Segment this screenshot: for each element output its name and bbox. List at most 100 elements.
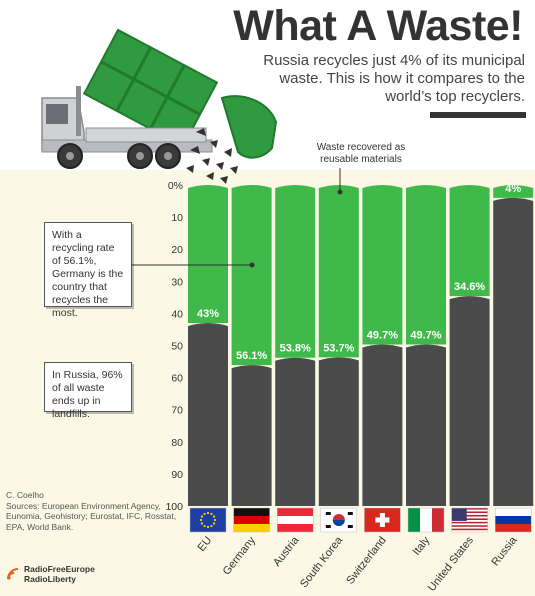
flag-star <box>206 511 210 515</box>
flag-border <box>494 507 532 533</box>
landfill-bar <box>318 357 359 506</box>
landfill-bar <box>449 296 490 506</box>
flag-star <box>203 512 206 516</box>
switzerland-flag-icon <box>364 507 401 533</box>
radio-waves-icon <box>7 568 19 580</box>
flag-part <box>451 518 488 520</box>
page-title: What A Waste! <box>233 2 523 50</box>
flag-star <box>212 515 216 518</box>
y-tick-label: 60 <box>171 373 183 385</box>
flag-part <box>495 508 532 516</box>
leader-dot <box>337 189 343 195</box>
page-subtitle: Russia recycles just 4% of its municipal… <box>263 52 525 105</box>
value-label: 56.1% <box>236 350 267 362</box>
flag-star <box>206 525 210 529</box>
flag-part <box>451 513 488 515</box>
flag-part <box>233 524 270 532</box>
y-tick-label: 0% <box>168 180 183 192</box>
flag-part <box>277 508 314 516</box>
landfill-bar <box>188 323 228 506</box>
y-tick-label: 80 <box>171 437 183 449</box>
recovered-annotation: Waste recovered as reusable materials <box>316 142 406 165</box>
value-label: 53.7% <box>323 342 354 354</box>
flag-part <box>233 508 270 516</box>
category-label: EU <box>195 534 214 553</box>
flag-border <box>451 507 488 533</box>
value-label: 49.7% <box>367 330 398 342</box>
flag-part <box>451 523 488 526</box>
flag-part <box>325 512 331 515</box>
credit-author: C. Coelho <box>6 490 44 500</box>
garbage-truck-icon <box>41 28 278 184</box>
flag-part <box>332 520 345 526</box>
landfill-bar <box>406 344 446 506</box>
value-label: 53.8% <box>280 343 311 355</box>
recycled-bar <box>188 185 228 324</box>
flag-part <box>451 514 488 517</box>
y-tick-label: 30 <box>171 276 183 288</box>
flag-star <box>203 524 206 528</box>
flag-part <box>451 508 467 521</box>
landfill-bar <box>362 344 403 506</box>
flag-part <box>451 528 488 531</box>
logo-line-2: RadioLiberty <box>24 574 76 584</box>
flag-star <box>210 512 213 516</box>
y-tick-label: 20 <box>171 244 183 256</box>
usa-flag-icon <box>451 507 488 533</box>
south-korea-flag-icon <box>320 507 358 533</box>
flag-part <box>495 516 532 524</box>
germany-flag-icon <box>233 507 270 533</box>
russia-flag-icon <box>494 507 532 533</box>
category-label: Germany <box>221 534 259 577</box>
flag-part <box>347 512 353 515</box>
flag-part <box>190 508 226 532</box>
austria-flag-icon <box>276 507 314 533</box>
flag-part <box>495 524 532 532</box>
rferl-logo: RadioFreeEurope RadioLiberty <box>6 564 95 584</box>
flag-star <box>200 515 204 518</box>
value-label: 43% <box>197 308 219 320</box>
eu-flag-icon <box>189 507 227 533</box>
category-label: Russia <box>489 534 520 569</box>
recycled-bar <box>493 185 534 198</box>
y-tick-label: 50 <box>171 341 183 353</box>
category-label: Austria <box>271 534 302 569</box>
credits: C. Coelho Sources: European Environment … <box>6 490 181 532</box>
value-label: 4% <box>505 183 521 195</box>
flag-part <box>451 516 488 519</box>
recycled-bar <box>449 185 490 297</box>
recycled-bar <box>406 185 446 345</box>
flag-star <box>200 522 204 525</box>
flag-part <box>451 526 488 529</box>
russia-callout: In Russia, 96% of all waste ends up in l… <box>44 362 132 420</box>
leader-dot <box>249 262 255 268</box>
flag-star <box>199 518 203 522</box>
recycled-bar <box>318 185 359 358</box>
flag-part <box>325 525 331 528</box>
flag-star <box>213 518 217 522</box>
flag-border <box>407 507 445 533</box>
landfill-bar <box>231 365 272 506</box>
flag-border <box>233 507 270 533</box>
category-label: South Korea <box>298 534 346 590</box>
flag-border <box>189 507 227 533</box>
flag-border <box>320 507 358 533</box>
value-label: 34.6% <box>454 281 485 293</box>
flag-part <box>451 508 488 510</box>
recycled-bar <box>362 185 403 345</box>
flag-part <box>233 516 270 524</box>
flag-part <box>451 530 488 532</box>
flag-part <box>375 517 390 523</box>
flag-part <box>451 511 488 514</box>
flag-border <box>364 507 401 533</box>
germany-callout: With a recycling rate of 56.1%, Germany … <box>44 222 132 319</box>
landfill-bar <box>275 357 316 506</box>
credit-sources: Sources: European Environment Agency, Eu… <box>6 500 177 532</box>
category-label: Italy <box>410 534 432 558</box>
landfill-bar <box>493 197 534 506</box>
category-label: Switzerland <box>344 534 388 586</box>
y-tick-label: 70 <box>171 405 183 417</box>
flag-star <box>212 522 216 525</box>
